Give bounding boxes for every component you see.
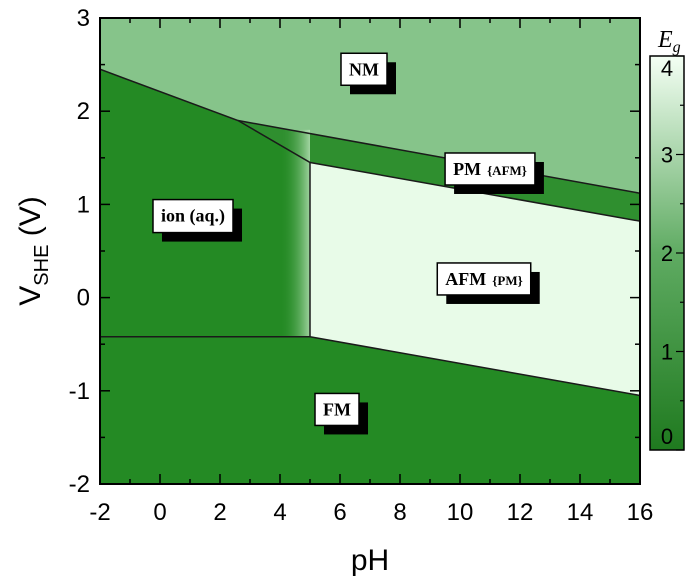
region-label-nm: NM (340, 52, 396, 95)
label-box (444, 152, 536, 186)
region-label-text: NM (349, 59, 379, 79)
colorbar-tick-label: 4 (661, 56, 673, 81)
region-fm (100, 336, 640, 484)
x-tick-label: 6 (333, 499, 346, 526)
colorbar-title: Eg (657, 27, 681, 56)
region-label-afm: AFM {PM} (436, 262, 540, 304)
region-label-text: FM (323, 399, 351, 419)
colorbar: Eg 0 1 2 3 4 (649, 27, 685, 451)
label-box (436, 262, 532, 296)
ion-boundary-glow (280, 129, 310, 337)
svg-text:VSHE (V): VSHE (V) (14, 196, 53, 305)
colorbar-tick-label: 2 (661, 241, 673, 266)
x-tick-label: 4 (273, 499, 286, 526)
colorbar-title-main: E (657, 27, 673, 53)
region-labels: NM ion (aq.) PM {AFM} AFM {PM} FM (152, 52, 544, 435)
region-label-main: PM (453, 159, 481, 179)
x-axis-title: pH (351, 544, 389, 577)
y-tick-label: 0 (77, 285, 90, 312)
x-tick-label: 14 (567, 499, 594, 526)
x-tick-label: 0 (153, 499, 166, 526)
y-axis-title: VSHE (V) (14, 196, 53, 305)
region-label-pm: PM {AFM} (444, 152, 544, 194)
y-axis-title-unit: (V) (14, 196, 47, 244)
y-tick-label: -2 (69, 471, 90, 498)
y-tick-label: 1 (77, 191, 90, 218)
colorbar-tick-label: 1 (661, 340, 673, 365)
region-label-text: PM {AFM} (453, 159, 527, 179)
label-box (314, 392, 360, 427)
y-axis-title-sub: SHE (31, 245, 53, 286)
label-box (152, 198, 234, 234)
region-label-main: FM (323, 399, 351, 419)
x-tick-label: 10 (447, 499, 474, 526)
region-label-fm: FM (314, 392, 369, 435)
region-label-ion: ion (aq.) (152, 198, 243, 242)
region-label-text: AFM {PM} (445, 269, 522, 289)
y-tick-label: 3 (77, 5, 90, 32)
y-tick-label: 2 (77, 98, 90, 125)
phase-boundary-2 (237, 119, 640, 194)
phase-boundary-4 (100, 335, 640, 397)
colorbar-tick-label: 0 (661, 424, 673, 449)
region-nm (100, 18, 640, 194)
x-tick-label: 16 (627, 499, 654, 526)
region-label-text: ion (aq.) (161, 206, 225, 227)
region-label-main: NM (349, 59, 379, 79)
region-label-main: ion (aq.) (161, 206, 225, 227)
region-pm (238, 120, 640, 222)
x-tick-label: 2 (213, 499, 226, 526)
x-tick-label: 12 (507, 499, 534, 526)
y-axis-title-main: V (14, 286, 47, 306)
colorbar-title-sub: g (673, 39, 681, 56)
region-label-main: AFM (445, 269, 486, 289)
x-tick-label: 8 (393, 499, 406, 526)
region-label-sub: {PM} (492, 273, 522, 288)
y-tick-label: -1 (69, 378, 90, 405)
label-box (340, 52, 388, 87)
x-tick-label: -2 (89, 499, 110, 526)
region-label-sub: {AFM} (487, 163, 527, 178)
phase-boundary-1 (100, 68, 311, 337)
colorbar-tick-label: 3 (661, 143, 673, 168)
colorbar-ticks: 0 1 2 3 4 (661, 55, 684, 451)
